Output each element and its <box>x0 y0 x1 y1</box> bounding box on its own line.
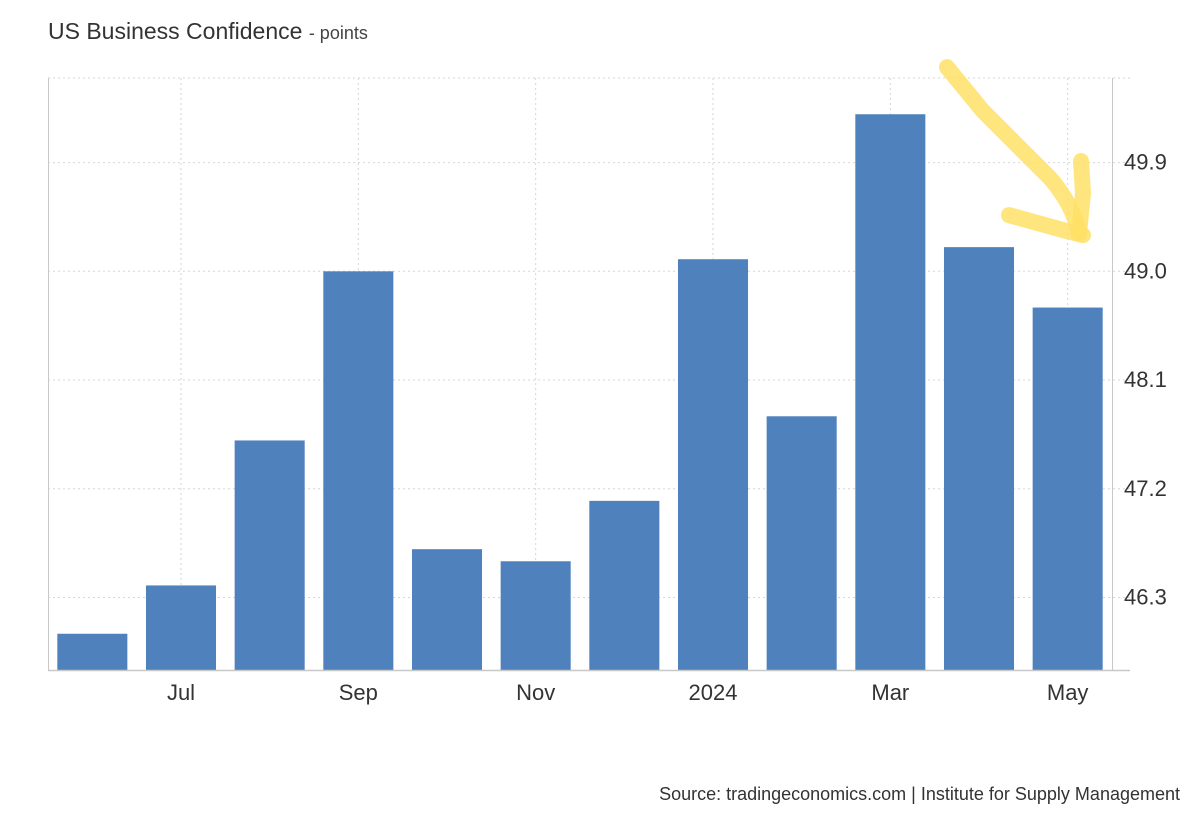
x-tick-labels: Jul Sep Nov 2024 Mar May <box>167 680 1089 705</box>
bar-dec <box>589 500 660 670</box>
y-tick-labels: 46.3 47.2 48.1 49.0 49.9 <box>1124 150 1167 610</box>
x-tick-label: Jul <box>167 680 195 705</box>
x-tick-label: Nov <box>516 680 555 705</box>
bar-jun <box>57 633 128 670</box>
y-tick-label: 46.3 <box>1124 585 1167 610</box>
bar-nov <box>500 561 571 670</box>
highlight-arrow <box>939 59 1091 244</box>
bar-jul <box>145 585 217 670</box>
chart-title: US Business Confidence - points <box>48 18 368 45</box>
y-tick-label: 48.1 <box>1124 367 1167 392</box>
x-tick-label: May <box>1047 680 1089 705</box>
axes <box>48 78 1130 672</box>
bar-mar <box>855 114 926 671</box>
arrow-head-right <box>1071 153 1091 242</box>
y-tick-label: 47.2 <box>1124 476 1167 501</box>
bar-sep <box>323 271 394 670</box>
bar-apr <box>943 247 1015 670</box>
source-note: Source: tradingeconomics.com | Institute… <box>659 784 1180 804</box>
bar-jan <box>677 259 749 670</box>
bar-aug <box>234 440 305 670</box>
y-tick-label: 49.9 <box>1124 150 1167 175</box>
bar-oct <box>411 549 483 670</box>
bars <box>57 114 1103 671</box>
y-tick-label: 49.0 <box>1124 258 1167 283</box>
bar-may <box>1032 307 1103 670</box>
bar-feb <box>766 416 837 670</box>
x-tick-label: 2024 <box>689 680 738 705</box>
chart-title-text: US Business Confidence <box>48 18 303 44</box>
chart-subtitle: - points <box>308 23 368 43</box>
x-tick-label: Sep <box>339 680 378 705</box>
x-tick-label: Mar <box>871 680 909 705</box>
